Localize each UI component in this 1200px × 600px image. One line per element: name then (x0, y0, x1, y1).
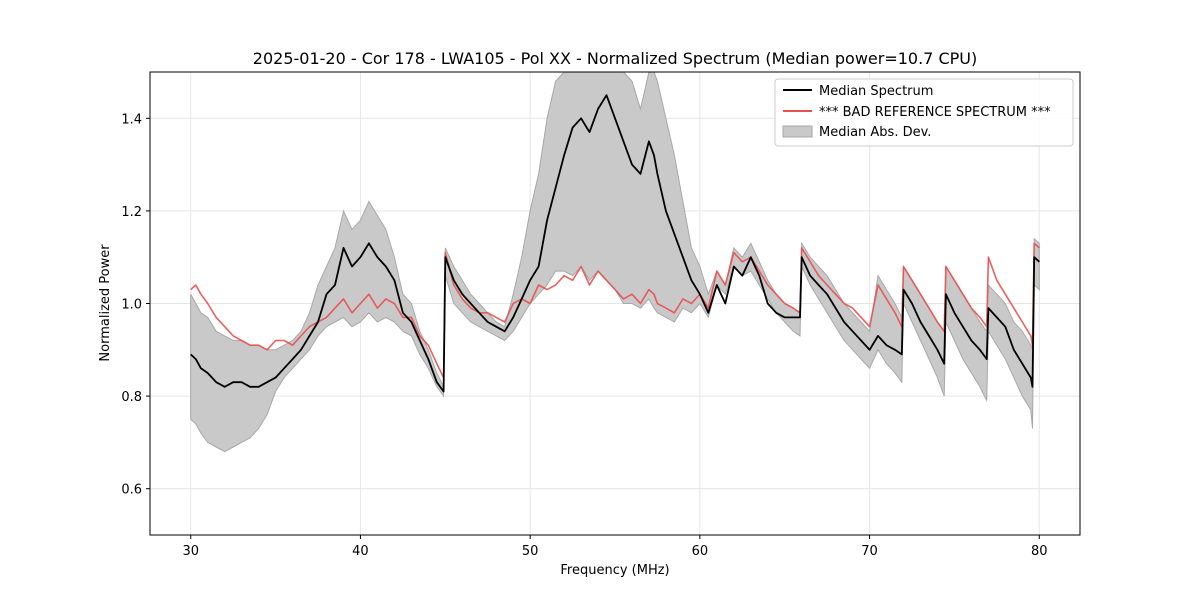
x-tick-label: 30 (182, 544, 199, 559)
y-tick-label: 1.4 (121, 112, 142, 127)
x-axis-label: Frequency (MHz) (560, 563, 669, 578)
reference-spectrum-line (190, 242, 1040, 379)
legend-box (774, 78, 1074, 147)
legend: Median Spectrum *** BAD REFERENCE SPECTR… (774, 78, 1074, 147)
y-tick-label: 0.6 (121, 483, 142, 498)
x-tick-label: 60 (692, 544, 709, 559)
x-tick-label: 40 (352, 544, 369, 559)
y-axis-label: Normalized Power (98, 244, 113, 362)
median-spectrum-line (190, 94, 1040, 393)
mad-band (190, 72, 1040, 453)
x-tick-label: 70 (861, 544, 878, 559)
chart-title: 2025-01-20 - Cor 178 - LWA105 - Pol XX -… (253, 49, 977, 68)
x-tick-label: 50 (522, 544, 539, 559)
y-tick-label: 1.2 (121, 205, 142, 220)
series-layer (190, 72, 1040, 453)
legend-swatch-mad (782, 125, 813, 138)
legend-label-reference: *** BAD REFERENCE SPECTRUM *** (819, 105, 1051, 120)
y-tick-label: 1.0 (121, 298, 142, 313)
y-tick-label: 0.8 (121, 390, 142, 405)
x-axis: 30 40 50 60 70 80 (182, 535, 1048, 559)
legend-label-median: Median Spectrum (819, 84, 933, 99)
x-tick-label: 80 (1031, 544, 1048, 559)
y-axis: 0.6 0.8 1.0 1.2 1.4 (121, 112, 150, 498)
legend-label-mad: Median Abs. Dev. (819, 125, 931, 140)
